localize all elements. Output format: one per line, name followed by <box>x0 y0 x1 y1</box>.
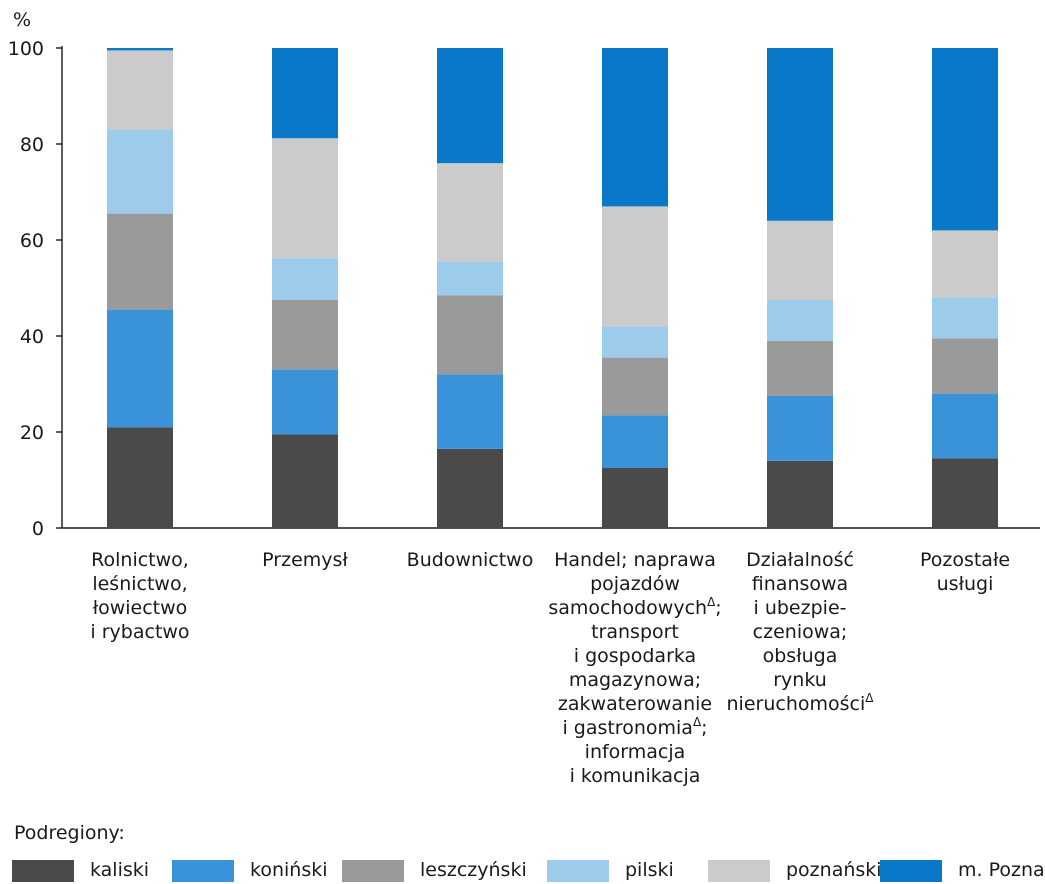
x-tick-label: Handel; naprawa pojazdów samochodowychΔ; tr… <box>548 549 721 787</box>
bar-segment <box>272 258 338 300</box>
bar-segment <box>107 213 173 310</box>
legend-swatch <box>342 860 404 882</box>
x-tick-label: Budownictwo <box>407 549 534 571</box>
bar-segment <box>602 468 668 528</box>
bar-segment <box>272 48 338 139</box>
chart-plot: % 0 20 40 60 80 100 Rolnictwo, leśnictwo, łowiect… <box>8 9 1040 787</box>
bar-segment <box>932 48 998 231</box>
bar-segment <box>602 415 668 468</box>
x-tick-label: Działalność finansowa i ubezpie-czeniowa; o… <box>727 549 875 715</box>
legend-label: leszczyński <box>420 859 527 881</box>
bar-segment <box>437 374 503 449</box>
bar-segment <box>767 220 833 300</box>
bar-segment <box>437 48 503 164</box>
legend-swatch <box>708 860 770 882</box>
bar-segment <box>932 338 998 394</box>
bar-segment <box>767 300 833 341</box>
x-tick-label: Pozostałe usługi <box>920 549 1010 595</box>
bar-segment <box>272 369 338 435</box>
bar-segment <box>437 448 503 528</box>
y-tick-label: 60 <box>20 230 44 252</box>
bar-segment <box>437 261 503 296</box>
legend-swatch <box>172 860 234 882</box>
bar-segment <box>107 309 173 428</box>
bar-segment <box>437 163 503 262</box>
y-axis-label: % <box>13 9 31 31</box>
x-tick-label: Przemysł <box>262 549 348 571</box>
bar-segment <box>107 129 173 214</box>
bar-segment <box>107 427 173 528</box>
bar-segment <box>932 393 998 459</box>
legend-label: koniński <box>250 859 328 881</box>
y-tick-label: 100 <box>8 38 44 60</box>
legend-label: kaliski <box>90 859 150 881</box>
bar-segment <box>602 326 668 358</box>
y-tick-label: 0 <box>32 518 44 540</box>
bar-segment <box>272 300 338 370</box>
bar-segment <box>602 357 668 416</box>
y-tick-label: 20 <box>20 422 44 444</box>
bar-segment <box>437 295 503 375</box>
y-tick-label: 40 <box>20 326 44 348</box>
legend-swatch <box>880 860 942 882</box>
bar-segment <box>767 460 833 528</box>
bar-segment <box>272 434 338 528</box>
bar-segment <box>107 48 173 51</box>
bar-segment <box>767 48 833 221</box>
legend: kaliski koniński leszczyński pilski poznańsk… <box>12 858 1045 884</box>
bar-segment <box>272 138 338 259</box>
legend-label: m. Poznań <box>958 859 1045 881</box>
legend-swatch <box>12 860 74 882</box>
y-tick-label: 80 <box>20 134 44 156</box>
bar-segment <box>602 48 668 207</box>
bar-segment <box>932 458 998 528</box>
x-tick-label: Rolnictwo, leśnictwo, łowiectwo i rybactwo <box>90 549 189 643</box>
bar-segment <box>602 206 668 327</box>
bar-segment <box>932 230 998 298</box>
bar-segment <box>107 50 173 130</box>
legend-label: pilski <box>625 859 674 881</box>
bar-segment <box>767 396 833 461</box>
legend-label: poznański <box>786 859 882 881</box>
legend-swatch <box>547 860 609 882</box>
legend-title: Podregiony: <box>14 822 125 844</box>
bar-segment <box>767 340 833 396</box>
bar-segment <box>932 297 998 339</box>
